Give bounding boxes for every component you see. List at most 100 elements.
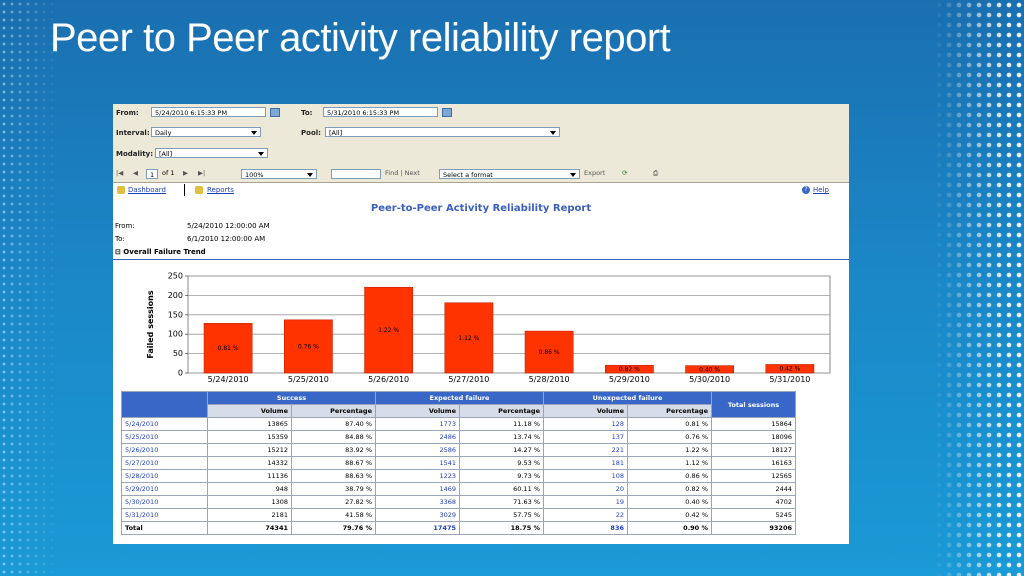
unexpected-failure-volume-link[interactable]: 181 [543, 456, 628, 470]
section-divider [113, 259, 849, 260]
expected-failure-percentage: 9.73 % [459, 469, 544, 483]
find-input[interactable] [331, 169, 381, 179]
total-sessions: 2444 [711, 482, 796, 496]
chevron-down-icon [251, 131, 257, 135]
bar-data-label: 1.12 % [458, 335, 479, 342]
expected-failure-group-header: Expected failure [375, 391, 544, 405]
modality-select[interactable]: [All] [155, 148, 268, 158]
date-link[interactable]: 5/25/2010 [121, 430, 208, 444]
last-page-icon[interactable]: ▶| [198, 169, 206, 177]
to-date-input[interactable]: 5/31/2010 6:15:33 PM [323, 107, 438, 117]
interval-select[interactable]: Daily [151, 127, 261, 137]
expected-failure-volume-link[interactable]: 1223 [375, 469, 460, 483]
date-link[interactable]: 5/24/2010 [121, 417, 208, 431]
interval-label: Interval: [116, 129, 150, 137]
success-percentage: 79.76 % [291, 521, 376, 535]
total-sessions: 93206 [711, 521, 796, 535]
expected-failure-percentage: 13.74 % [459, 430, 544, 444]
expected-failure-volume-link[interactable]: 3029 [375, 508, 460, 522]
expected-failure-volume-link[interactable]: 1541 [375, 456, 460, 470]
table-row: 5/31/2010 2181 41.58 % 3029 57.75 % 22 0.42 % 5… [121, 508, 796, 522]
unexpected-failure-volume-link[interactable]: 108 [543, 469, 628, 483]
table-row: 5/24/2010 13865 87.40 % 1773 11.18 % 128 0.81 … [121, 417, 796, 431]
modality-label: Modality: [116, 150, 154, 158]
find-next-link[interactable]: Find | Next [385, 169, 420, 177]
export-format-select[interactable]: Select a format [439, 169, 580, 179]
date-link[interactable]: 5/31/2010 [121, 508, 208, 522]
bar [364, 286, 414, 374]
previous-page-icon[interactable]: ◀ [133, 169, 138, 177]
x-tick-label: 5/28/2010 [529, 375, 570, 384]
date-link[interactable]: 5/30/2010 [121, 495, 208, 509]
expected-failure-volume-link[interactable]: 1773 [375, 417, 460, 431]
bar-data-label: 0.40 % [699, 366, 720, 373]
bar [284, 319, 333, 374]
x-tick-label: 5/26/2010 [368, 375, 409, 384]
date-link[interactable]: 5/27/2010 [121, 456, 208, 470]
interval-value: Daily [155, 129, 172, 137]
unexpected-failure-volume-link[interactable]: 221 [543, 443, 628, 457]
dashboard-link[interactable]: Dashboard [128, 186, 166, 194]
next-page-icon[interactable]: ▶ [183, 169, 188, 177]
total-sessions: 18127 [711, 443, 796, 457]
expected-failure-volume-link[interactable]: 1469 [375, 482, 460, 496]
bar-data-label: 0.76 % [298, 343, 319, 350]
from-date-input[interactable]: 5/24/2010 6:15:33 PM [151, 107, 266, 117]
unexpected-failure-percentage: 1.12 % [627, 456, 712, 470]
total-sessions: 5245 [711, 508, 796, 522]
expected-failure-volume-link[interactable]: 2486 [375, 430, 460, 444]
y-axis-label: Failed sessions [146, 290, 155, 358]
unexpected-failure-volume-link[interactable]: 20 [543, 482, 628, 496]
report-from-value: 5/24/2010 12:00:00 AM [187, 222, 270, 230]
calendar-icon[interactable] [270, 108, 280, 117]
nav-divider [184, 184, 185, 196]
unexpected-failure-percentage: 0.90 % [627, 521, 712, 535]
date-link[interactable]: 5/26/2010 [121, 443, 208, 457]
report-screenshot: From: 5/24/2010 6:15:33 PM To: 5/31/2010… [113, 104, 849, 544]
unexpected-failure-percentage: 0.40 % [627, 495, 712, 509]
x-tick-label: 5/24/2010 [208, 375, 249, 384]
expected-failure-volume-link[interactable]: 17475 [375, 521, 460, 535]
chevron-down-icon [570, 173, 576, 177]
calendar-icon[interactable] [442, 108, 452, 117]
column-header: Volume [207, 404, 292, 418]
reports-link[interactable]: Reports [207, 186, 234, 194]
export-format-value: Select a format [443, 171, 493, 179]
to-label: To: [301, 109, 313, 117]
table-row: 5/30/2010 1308 27.82 % 3368 71.63 % 19 0.40 % 4… [121, 495, 796, 509]
help-link[interactable]: Help [813, 186, 829, 194]
unexpected-failure-volume-link[interactable]: 128 [543, 417, 628, 431]
date-link[interactable]: 5/29/2010 [121, 482, 208, 496]
refresh-icon[interactable]: ⟳ [622, 169, 628, 177]
page-number-input[interactable]: 1 [146, 169, 158, 179]
success-percentage: 41.58 % [291, 508, 376, 522]
unexpected-failure-volume-link[interactable]: 22 [543, 508, 628, 522]
unexpected-failure-group-header: Unexpected failure [543, 391, 712, 405]
export-link[interactable]: Export [584, 169, 606, 177]
column-header: Percentage [627, 404, 712, 418]
zoom-select[interactable]: 100% [241, 169, 317, 179]
date-link[interactable]: 5/28/2010 [121, 469, 208, 483]
expected-failure-volume-link[interactable]: 2586 [375, 443, 460, 457]
success-volume: 1308 [207, 495, 292, 509]
print-icon[interactable]: ⎙ [653, 169, 659, 177]
success-volume: 14332 [207, 456, 292, 470]
unexpected-failure-volume-link[interactable]: 19 [543, 495, 628, 509]
bar [604, 364, 654, 374]
pool-select[interactable]: [All] [325, 127, 560, 137]
bar-data-label: 0.82 % [619, 366, 640, 373]
help-icon[interactable]: ? [802, 186, 810, 194]
column-header: Volume [543, 404, 628, 418]
slide-title: Peer to Peer activity reliability report [50, 16, 671, 60]
section-toggle[interactable]: ⊟ Overall Failure Trend [115, 248, 206, 256]
unexpected-failure-percentage: 0.86 % [627, 469, 712, 483]
unexpected-failure-volume-link[interactable]: 137 [543, 430, 628, 444]
first-page-icon[interactable]: |◀ [116, 169, 124, 177]
page-count: of 1 [162, 169, 175, 177]
total-sessions: 4702 [711, 495, 796, 509]
report-toolbar: |◀ ◀ 1 of 1 ▶ ▶| 100% Find | Next Select… [113, 167, 849, 183]
unexpected-failure-volume-link[interactable]: 836 [543, 521, 628, 535]
chevron-down-icon [307, 173, 313, 177]
x-tick-label: 5/29/2010 [609, 375, 650, 384]
expected-failure-volume-link[interactable]: 3368 [375, 495, 460, 509]
